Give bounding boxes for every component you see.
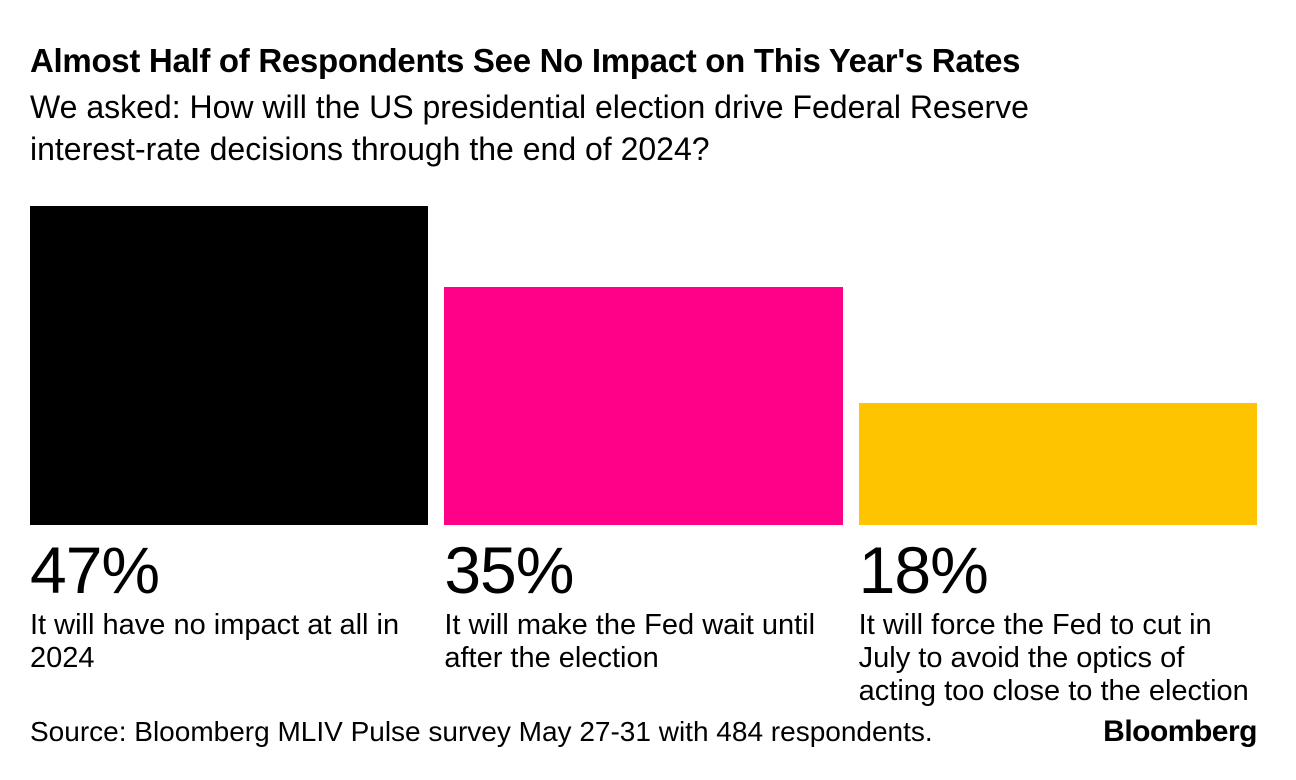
bar-value-label: 18% [858,533,989,607]
bar [444,287,843,525]
bar-category-label: It will have no impact at all in 2024 [30,608,400,674]
chart-subtitle: We asked: How will the US presidential e… [30,89,1029,167]
bar-column: 47% It will have no impact at all in 202… [30,206,429,708]
bar [858,402,1257,525]
bar-category-label: It will force the Fed to cut in July to … [858,608,1249,707]
bar [30,206,429,525]
bar-column: 18% It will force the Fed to cut in July… [858,206,1257,708]
bar-category-label: It will make the Fed wait until after th… [444,608,816,674]
footer: Source: Bloomberg MLIV Pulse survey May … [30,712,1257,752]
bar-track [444,206,843,525]
bar-track [30,206,429,525]
bloomberg-logo: Bloomberg [1103,715,1257,748]
bar-chart: 47% It will have no impact at all in 202… [30,206,1257,708]
chart-title: Almost Half of Respondents See No Impact… [30,42,1021,79]
bar-track [858,206,1257,525]
bar-value-label: 35% [444,533,574,607]
bar-value-label: 47% [30,533,160,607]
bar-column: 35% It will make the Fed wait until afte… [444,206,843,708]
source-note: Source: Bloomberg MLIV Pulse survey May … [30,716,933,747]
